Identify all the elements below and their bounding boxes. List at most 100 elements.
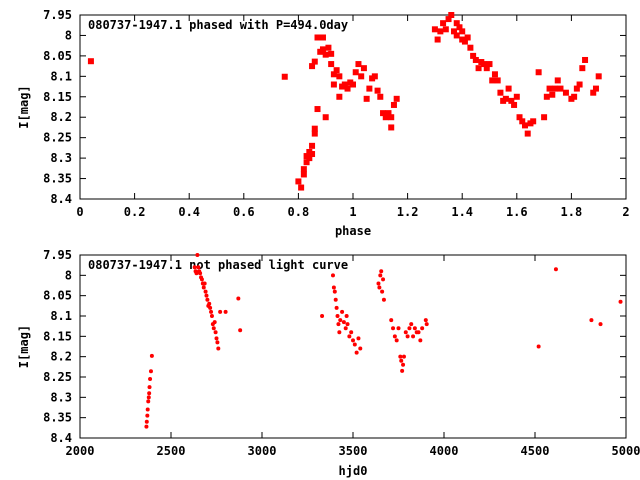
x-tick-label: 3500 bbox=[339, 444, 368, 458]
data-point bbox=[354, 350, 359, 355]
data-point bbox=[350, 81, 356, 88]
data-point bbox=[314, 34, 321, 41]
data-point bbox=[205, 297, 210, 302]
unphased-light-curve-panel: 2000 2500 3000 3500 4000 4500 5000 7.95 8 8.05 8.1… bbox=[17, 248, 640, 478]
data-point bbox=[576, 81, 583, 88]
y-tick-label: 8 bbox=[65, 28, 72, 42]
y-tick-label: 8.25 bbox=[43, 131, 72, 145]
data-point bbox=[489, 77, 496, 84]
data-point bbox=[334, 305, 339, 310]
data-point bbox=[376, 281, 381, 286]
data-point bbox=[553, 267, 558, 272]
data-point bbox=[352, 69, 359, 76]
data-point bbox=[298, 184, 305, 191]
data-point bbox=[319, 46, 326, 53]
data-point bbox=[374, 87, 381, 94]
x-tick-label: 5000 bbox=[612, 444, 640, 458]
data-point bbox=[535, 69, 542, 76]
data-point bbox=[400, 368, 405, 373]
data-point bbox=[475, 65, 482, 72]
data-point bbox=[148, 377, 153, 382]
data-point bbox=[325, 44, 332, 51]
plot-frame bbox=[79, 14, 627, 200]
data-point bbox=[401, 354, 406, 359]
data-point bbox=[385, 110, 392, 117]
data-point bbox=[216, 346, 221, 351]
data-point bbox=[467, 44, 474, 51]
data-point bbox=[377, 285, 382, 290]
y-tick-label: 8 bbox=[65, 268, 72, 282]
data-point bbox=[562, 89, 569, 96]
data-point bbox=[281, 73, 288, 80]
plot-title: 080737-1947.1 not phased light curve bbox=[88, 258, 348, 272]
data-point bbox=[311, 58, 318, 65]
data-point bbox=[309, 63, 316, 70]
data-point bbox=[511, 101, 518, 108]
data-point bbox=[554, 77, 561, 84]
data-point bbox=[412, 326, 417, 331]
y-tick-label: 8.35 bbox=[43, 411, 72, 425]
data-point bbox=[341, 81, 348, 88]
data-point bbox=[378, 273, 383, 278]
data-point bbox=[330, 71, 337, 78]
data-point bbox=[456, 24, 463, 31]
data-point bbox=[557, 85, 564, 92]
data-point bbox=[508, 97, 515, 104]
data-point bbox=[211, 326, 216, 331]
y-tick-label: 8.2 bbox=[50, 350, 72, 364]
data-point bbox=[349, 330, 354, 335]
data-point bbox=[343, 326, 348, 331]
data-point bbox=[209, 314, 214, 318]
data-point bbox=[453, 32, 460, 39]
x-tick-label: 4000 bbox=[430, 444, 459, 458]
data-point bbox=[377, 93, 384, 100]
data-point bbox=[338, 318, 343, 323]
x-tick-label: 1.6 bbox=[506, 205, 528, 219]
data-point bbox=[437, 28, 444, 35]
data-point bbox=[333, 67, 340, 74]
data-point bbox=[582, 56, 589, 63]
data-point bbox=[423, 318, 428, 323]
data-point bbox=[146, 395, 151, 400]
data-point bbox=[380, 110, 387, 117]
data-point bbox=[579, 65, 586, 72]
x-tick-label: 0.8 bbox=[288, 205, 310, 219]
data-point bbox=[409, 322, 414, 327]
data-point bbox=[212, 320, 217, 325]
data-point bbox=[546, 85, 553, 92]
data-point bbox=[434, 36, 441, 43]
data-point bbox=[513, 93, 520, 100]
data-point bbox=[311, 130, 318, 137]
data-point bbox=[336, 93, 343, 100]
data-point bbox=[459, 28, 466, 35]
y-tick-label: 8.3 bbox=[50, 390, 72, 404]
data-point bbox=[201, 285, 206, 290]
data-point bbox=[431, 26, 438, 33]
data-point bbox=[530, 118, 537, 125]
data-point bbox=[198, 271, 203, 276]
data-point bbox=[451, 28, 458, 35]
data-point bbox=[314, 106, 321, 113]
data-point bbox=[411, 334, 416, 339]
data-point bbox=[401, 362, 406, 367]
data-point bbox=[87, 58, 94, 65]
data-point bbox=[144, 419, 149, 424]
data-point bbox=[352, 342, 357, 347]
data-point bbox=[491, 71, 498, 78]
data-point bbox=[543, 93, 550, 100]
data-point bbox=[335, 314, 340, 318]
data-point bbox=[328, 61, 335, 68]
data-point bbox=[236, 296, 241, 301]
y-tick-label: 8.05 bbox=[43, 289, 72, 303]
data-point bbox=[494, 77, 501, 84]
y-tick-label: 8.1 bbox=[50, 309, 72, 323]
data-point bbox=[356, 336, 361, 341]
data-point bbox=[472, 56, 479, 63]
data-point bbox=[470, 52, 477, 59]
data-point bbox=[396, 326, 401, 331]
data-point bbox=[461, 38, 468, 45]
data-point bbox=[618, 299, 623, 304]
data-point bbox=[203, 289, 208, 294]
x-tick-label: 0.4 bbox=[178, 205, 200, 219]
phased-light-curve-panel: 0 0.2 0.4 0.6 0.8 1 1.2 1.4 1.6 1.8 2 7.95 8 8.05 8.1 8… bbox=[17, 8, 630, 238]
